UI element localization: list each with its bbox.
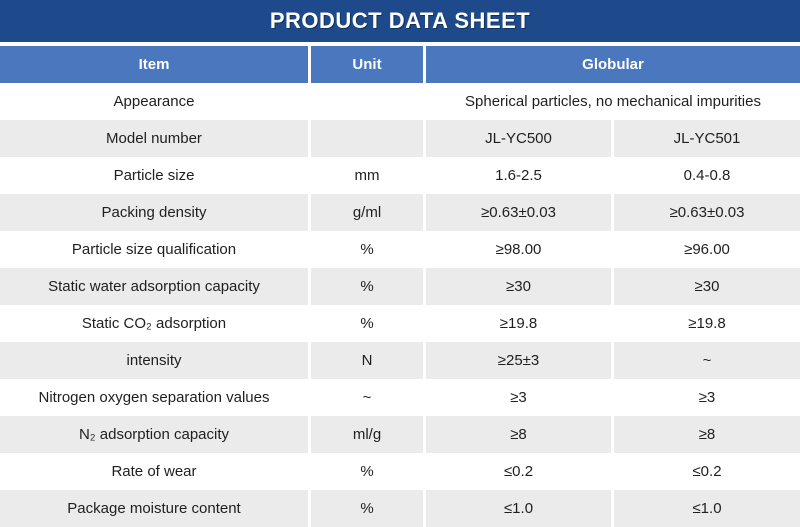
table-row-intensity: intensity N ≥25±3 ~ bbox=[0, 342, 800, 379]
cell-unit: g/ml bbox=[311, 194, 423, 231]
cell-value-2: ≤0.2 bbox=[614, 453, 800, 490]
header-globular: Globular bbox=[426, 46, 800, 83]
cell-value-1: 1.6-2.5 bbox=[426, 157, 611, 194]
table-row-particle-size: Particle size mm 1.6-2.5 0.4-0.8 bbox=[0, 157, 800, 194]
cell-item: Nitrogen oxygen separation values bbox=[0, 379, 308, 416]
cell-item: Model number bbox=[0, 120, 308, 157]
cell-item: Particle size bbox=[0, 157, 308, 194]
cell-value-2: 0.4-0.8 bbox=[614, 157, 800, 194]
table-row-n2-adsorption-capacity: N₂ adsorption capacity ml/g ≥8 ≥8 bbox=[0, 416, 800, 453]
table-row-particle-size-qualification: Particle size qualification % ≥98.00 ≥96… bbox=[0, 231, 800, 268]
cell-value-1: ≥3 bbox=[426, 379, 611, 416]
cell-value-1: ≥98.00 bbox=[426, 231, 611, 268]
cell-item: Rate of wear bbox=[0, 453, 308, 490]
table-row-appearance: Appearance Spherical particles, no mecha… bbox=[0, 83, 800, 120]
table-row-static-co2-adsorption: Static CO₂ adsorption % ≥19.8 ≥19.8 bbox=[0, 305, 800, 342]
cell-unit: % bbox=[311, 305, 423, 342]
table-header-row: Item Unit Globular bbox=[0, 46, 800, 83]
cell-value-1: ≥0.63±0.03 bbox=[426, 194, 611, 231]
cell-unit: % bbox=[311, 490, 423, 527]
cell-value-2: ≥96.00 bbox=[614, 231, 800, 268]
cell-value-2: ≥3 bbox=[614, 379, 800, 416]
cell-unit: mm bbox=[311, 157, 423, 194]
cell-value-1: ≥30 bbox=[426, 268, 611, 305]
cell-value-2: ≤1.0 bbox=[614, 490, 800, 527]
cell-unit: % bbox=[311, 231, 423, 268]
table-row-packing-density: Packing density g/ml ≥0.63±0.03 ≥0.63±0.… bbox=[0, 194, 800, 231]
cell-value-1: ≥25±3 bbox=[426, 342, 611, 379]
cell-item: Appearance bbox=[0, 83, 308, 120]
cell-unit: ~ bbox=[311, 379, 423, 416]
cell-unit: ml/g bbox=[311, 416, 423, 453]
table-row-nitrogen-oxygen-separation: Nitrogen oxygen separation values ~ ≥3 ≥… bbox=[0, 379, 800, 416]
cell-value-2: ≥0.63±0.03 bbox=[614, 194, 800, 231]
banner-divider bbox=[0, 42, 800, 46]
cell-value-2: ≥19.8 bbox=[614, 305, 800, 342]
cell-value-2: ≥30 bbox=[614, 268, 800, 305]
cell-item: Static CO₂ adsorption bbox=[0, 305, 308, 342]
cell-unit: % bbox=[311, 453, 423, 490]
table-row-static-water-adsorption: Static water adsorption capacity % ≥30 ≥… bbox=[0, 268, 800, 305]
header-unit: Unit bbox=[311, 46, 423, 83]
cell-value-1: ≥8 bbox=[426, 416, 611, 453]
cell-item: intensity bbox=[0, 342, 308, 379]
page-title: PRODUCT DATA SHEET bbox=[269, 8, 531, 33]
cell-value-1: ≤0.2 bbox=[426, 453, 611, 490]
cell-item: Static water adsorption capacity bbox=[0, 268, 308, 305]
cell-unit: % bbox=[311, 268, 423, 305]
title-banner: PRODUCT DATA SHEET bbox=[0, 0, 800, 42]
cell-unit bbox=[311, 120, 423, 157]
cell-unit bbox=[311, 83, 423, 120]
cell-value-span: Spherical particles, no mechanical impur… bbox=[426, 83, 800, 120]
cell-item: Particle size qualification bbox=[0, 231, 308, 268]
cell-value-2: ≥8 bbox=[614, 416, 800, 453]
table-row-model-number: Model number JL-YC500 JL-YC501 bbox=[0, 120, 800, 157]
table-row-package-moisture-content: Package moisture content % ≤1.0 ≤1.0 bbox=[0, 490, 800, 527]
cell-item: N₂ adsorption capacity bbox=[0, 416, 308, 453]
spec-table: Item Unit Globular Appearance Spherical … bbox=[0, 46, 800, 527]
cell-unit: N bbox=[311, 342, 423, 379]
cell-value-2: JL-YC501 bbox=[614, 120, 800, 157]
header-item: Item bbox=[0, 46, 308, 83]
cell-value-1: ≤1.0 bbox=[426, 490, 611, 527]
table-row-rate-of-wear: Rate of wear % ≤0.2 ≤0.2 bbox=[0, 453, 800, 490]
cell-value-2: ~ bbox=[614, 342, 800, 379]
cell-value-1: ≥19.8 bbox=[426, 305, 611, 342]
cell-item: Package moisture content bbox=[0, 490, 308, 527]
cell-item: Packing density bbox=[0, 194, 308, 231]
cell-value-1: JL-YC500 bbox=[426, 120, 611, 157]
